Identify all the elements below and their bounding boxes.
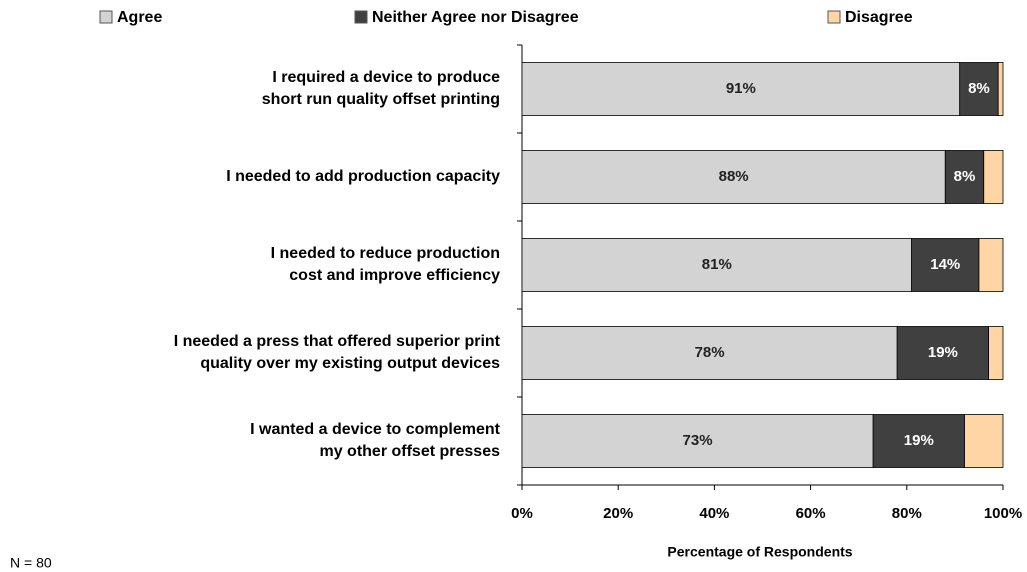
x-tick-label: 80% [892, 505, 922, 522]
legend-label: Agree [117, 9, 162, 26]
data-label: 8% [954, 168, 976, 185]
x-tick-label: 100% [984, 505, 1022, 522]
legend-label: Disagree [845, 9, 913, 26]
bar-segment [521, 150, 946, 204]
x-axis-title: Percentage of Respondents [667, 544, 852, 560]
bar-segment [978, 238, 1004, 292]
legend-swatch [99, 10, 113, 24]
note: N = 80 [10, 555, 52, 571]
bar-segment [988, 326, 1004, 380]
category-label: I wanted a device to complement my other… [250, 421, 500, 460]
x-tick-label: 40% [699, 505, 729, 522]
data-label: 14% [930, 256, 960, 273]
x-tick-label: 0% [511, 505, 533, 522]
data-label: 19% [904, 432, 934, 449]
data-label: 88% [719, 168, 749, 185]
legend-label: Neither Agree nor Disagree [372, 9, 579, 26]
bar-segment [964, 414, 1004, 468]
category-label: I needed to add production capacity [226, 168, 500, 185]
data-label: 19% [928, 344, 958, 361]
category-label: I needed a press that offered superior p… [173, 333, 500, 372]
bar-segment [896, 326, 989, 380]
bar-segment [911, 238, 980, 292]
bar-segment [983, 150, 1004, 204]
data-label: 91% [726, 80, 756, 97]
data-label: 8% [968, 80, 990, 97]
category-label: I required a device to produce short run… [261, 69, 500, 108]
data-label: 78% [695, 344, 725, 361]
x-tick-label: 20% [603, 505, 633, 522]
bar-segment [521, 414, 874, 468]
x-tick-label: 60% [796, 505, 826, 522]
legend-swatch [354, 10, 368, 24]
category-label: I needed to reduce production cost and i… [270, 245, 500, 284]
bar-segment [872, 414, 965, 468]
bar-segment [521, 238, 913, 292]
bar-segment [997, 62, 1004, 116]
bar-segment [944, 150, 985, 204]
data-label: 81% [702, 256, 732, 273]
data-label: 73% [683, 432, 713, 449]
bar-segment [521, 326, 898, 380]
legend-swatch [827, 10, 841, 24]
bar-segment [959, 62, 999, 116]
